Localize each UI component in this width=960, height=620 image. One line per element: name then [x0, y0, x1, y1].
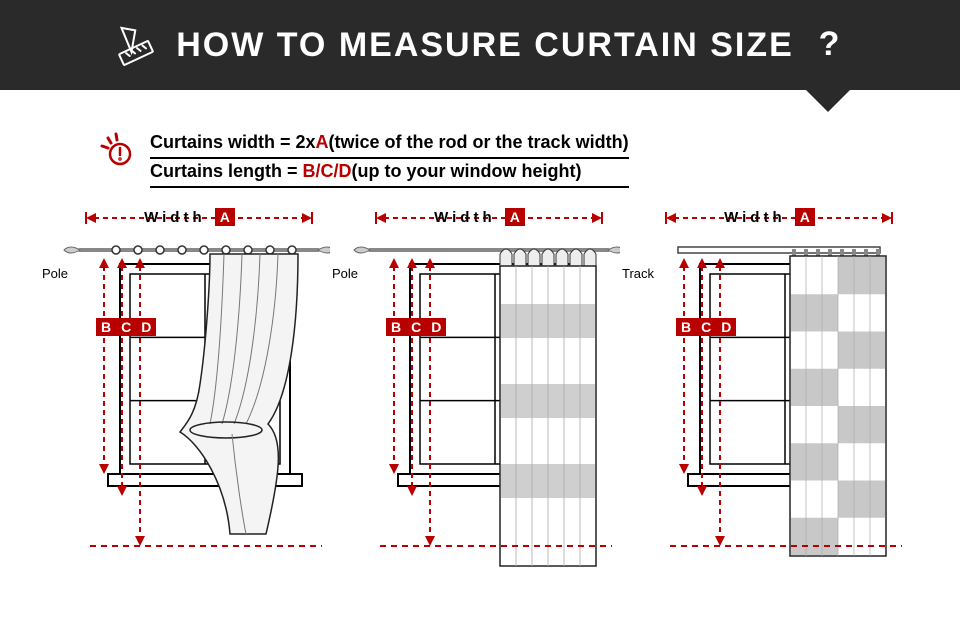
header-pointer	[806, 90, 850, 112]
diagram-panel: Width ATrackBCD	[630, 208, 910, 568]
formula-length-suffix: (up to your window height)	[352, 161, 582, 181]
diagram-row: Width APoleBCDWidth APoleBCDWidth ATrack…	[0, 188, 960, 568]
header-title: HOW TO MEASURE CURTAIN SIZE	[176, 26, 794, 65]
width-label: Width A	[340, 208, 620, 226]
formula-lines: Curtains width = 2xA(twice of the rod or…	[150, 130, 629, 188]
formula-length-prefix: Curtains length =	[150, 161, 303, 181]
formula-width-line: Curtains width = 2xA(twice of the rod or…	[150, 130, 629, 159]
formula-length-line: Curtains length = B/C/D(up to your windo…	[150, 159, 629, 188]
rod-type-label: Pole	[332, 266, 358, 281]
header-bar: HOW TO MEASURE CURTAIN SIZE ?	[0, 0, 960, 90]
bcd-badges: BCD	[676, 318, 736, 337]
ruler-icon	[114, 23, 158, 67]
svg-text:?: ?	[818, 28, 839, 62]
attention-icon	[100, 132, 136, 168]
width-label: Width A	[630, 208, 910, 226]
diagram-panel: Width APoleBCD	[340, 208, 620, 568]
bcd-badges: BCD	[386, 318, 446, 337]
width-label: Width A	[50, 208, 330, 226]
bcd-badges: BCD	[96, 318, 156, 337]
formula-length-letters: B/C/D	[303, 161, 352, 181]
formula-width-letter: A	[316, 132, 329, 152]
formula-block: Curtains width = 2xA(twice of the rod or…	[100, 130, 960, 188]
rod-type-label: Track	[622, 266, 654, 281]
formula-width-suffix: (twice of the rod or the track width)	[329, 132, 629, 152]
diagram-panel: Width APoleBCD	[50, 208, 330, 568]
question-icon: ?	[812, 28, 846, 62]
rod-type-label: Pole	[42, 266, 68, 281]
formula-width-prefix: Curtains width = 2x	[150, 132, 316, 152]
